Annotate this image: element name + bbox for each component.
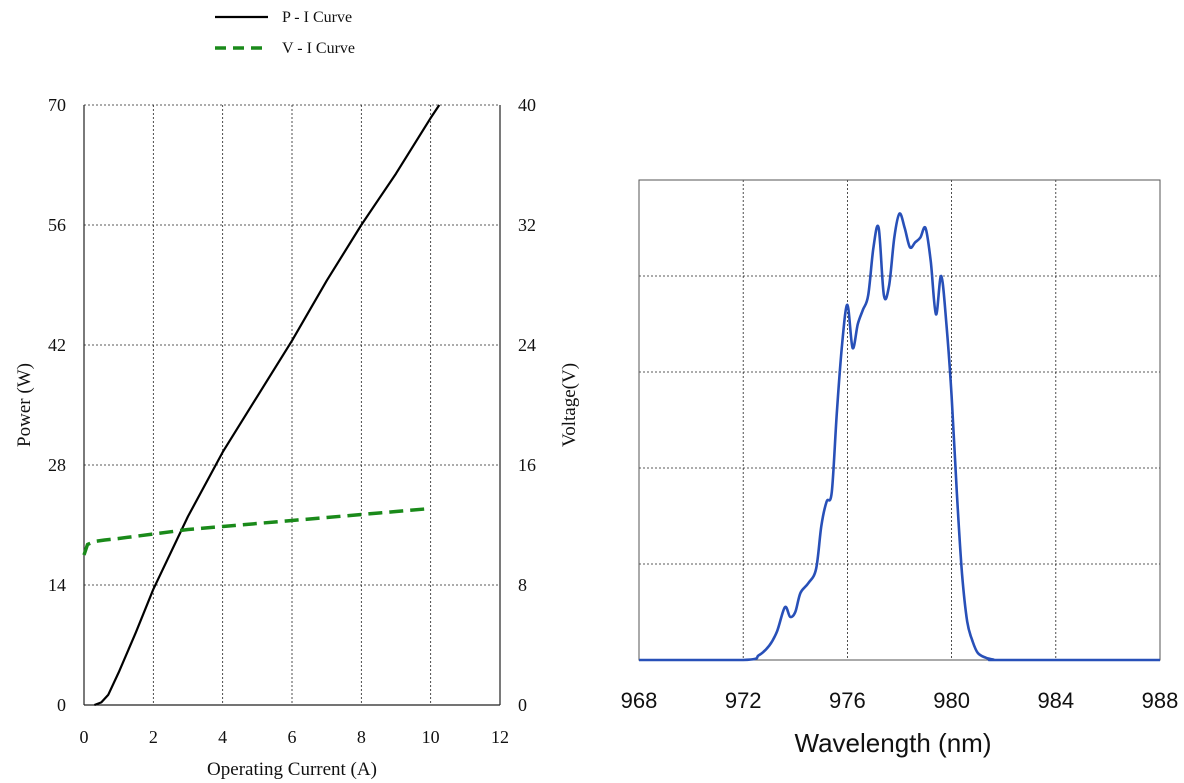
legend: P - I Curve V - I Curve — [215, 9, 355, 57]
spectrum-x-tick-label: 968 — [621, 688, 658, 713]
right-y-tick-label: 16 — [518, 455, 536, 475]
legend-label-vi: V - I Curve — [282, 40, 355, 57]
left-series — [82, 104, 441, 707]
spectrum-x-tick-labels: 968 972 976 980 984 988 — [621, 688, 1179, 713]
right-y-tick-label: 8 — [518, 575, 527, 595]
left-x-axis-label: Operating Current (A) — [207, 759, 377, 780]
spectrum-chart: 968 972 976 980 984 988 Wavelength (nm) — [621, 179, 1179, 758]
left-grid — [84, 104, 500, 705]
left-x-tick-label: 0 — [80, 727, 89, 747]
left-y-tick-label: 28 — [48, 455, 66, 475]
left-y-tick-label: 56 — [48, 215, 66, 235]
right-grid — [639, 180, 1160, 660]
right-y-axis-label: Voltage(V) — [559, 363, 580, 447]
pi-curve-line — [94, 104, 441, 707]
left-x-tick-label: 2 — [149, 727, 158, 747]
right-y-tick-label: 24 — [518, 335, 536, 355]
left-y-tick-label: 42 — [48, 335, 66, 355]
spectrum-line — [639, 212, 1160, 662]
spectrum-x-tick-label: 980 — [933, 688, 970, 713]
spectrum-x-tick-label: 972 — [725, 688, 762, 713]
right-y-tick-label: 32 — [518, 215, 536, 235]
spectrum-series — [639, 212, 1160, 662]
left-y-tick-label: 14 — [48, 575, 66, 595]
left-y-tick-label: 0 — [57, 695, 66, 715]
right-y-tick-labels: 0 8 16 24 32 40 — [518, 95, 536, 715]
spectrum-frame — [638, 179, 1161, 661]
left-x-tick-label: 6 — [288, 727, 297, 747]
left-x-tick-label: 10 — [422, 727, 440, 747]
spectrum-x-tick-label: 984 — [1037, 688, 1074, 713]
left-x-tick-label: 12 — [491, 727, 509, 747]
spectrum-x-axis-label: Wavelength (nm) — [795, 728, 992, 758]
left-y-tick-labels: 0 14 28 42 56 70 — [48, 95, 66, 715]
vi-curve-line — [82, 506, 431, 556]
legend-label-pi: P - I Curve — [282, 9, 352, 26]
right-y-tick-label: 40 — [518, 95, 536, 115]
right-y-tick-label: 0 — [518, 695, 527, 715]
left-y-tick-label: 70 — [48, 95, 66, 115]
left-x-tick-labels: 0 2 4 6 8 10 12 — [80, 727, 510, 747]
spectrum-x-tick-label: 976 — [829, 688, 866, 713]
left-x-tick-label: 4 — [218, 727, 227, 747]
left-x-tick-label: 8 — [357, 727, 366, 747]
left-y-axis-label: Power (W) — [14, 363, 35, 447]
spectrum-x-tick-label: 988 — [1142, 688, 1179, 713]
